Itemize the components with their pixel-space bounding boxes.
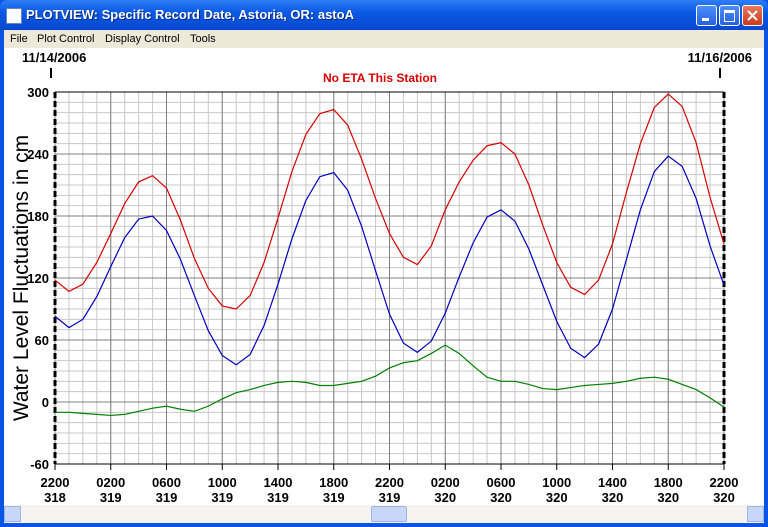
close-button[interactable] bbox=[742, 5, 763, 26]
y-tick-label: -60 bbox=[30, 457, 49, 472]
x-tick-sublabel: 318 bbox=[44, 490, 66, 505]
series-line bbox=[54, 155, 725, 366]
x-tick-sublabel: 320 bbox=[434, 490, 456, 505]
y-tick-label: 240 bbox=[27, 147, 49, 162]
x-tick-label: 1000 bbox=[542, 475, 571, 490]
close-icon bbox=[747, 10, 758, 21]
x-tick-sublabel: 319 bbox=[323, 490, 345, 505]
annotation: No ETA This Station bbox=[323, 71, 437, 85]
x-tick-label: 0600 bbox=[487, 475, 516, 490]
y-tick-label: 60 bbox=[35, 333, 49, 348]
minimize-button[interactable] bbox=[696, 5, 717, 26]
menu-bar: File Plot Control Display Control Tools bbox=[4, 30, 764, 48]
scroll-left[interactable] bbox=[4, 506, 21, 522]
x-tick-label: 1000 bbox=[208, 475, 237, 490]
x-tick-sublabel: 320 bbox=[713, 490, 735, 505]
x-tick-sublabel: 319 bbox=[156, 490, 178, 505]
x-tick-label: 1400 bbox=[598, 475, 627, 490]
x-tick-label: 2200 bbox=[375, 475, 404, 490]
x-tick-sublabel: 320 bbox=[546, 490, 568, 505]
x-tick-label: 2200 bbox=[710, 475, 739, 490]
plot-pane: 11/14/2006 11/16/2006 No ETA This Statio… bbox=[4, 48, 764, 505]
menu-item[interactable]: File bbox=[10, 33, 28, 45]
x-tick-label: 0600 bbox=[152, 475, 181, 490]
series-line bbox=[54, 93, 725, 310]
maximize-button[interactable] bbox=[719, 5, 740, 26]
y-tick-label: 120 bbox=[27, 271, 49, 286]
x-tick-label: 0200 bbox=[431, 475, 460, 490]
end-date: 11/16/2006 bbox=[688, 50, 752, 65]
x-tick-sublabel: 319 bbox=[267, 490, 289, 505]
x-tick-sublabel: 319 bbox=[379, 490, 401, 505]
y-tick-label: 180 bbox=[27, 209, 49, 224]
series-line bbox=[55, 344, 725, 417]
menu-item[interactable]: Display Control bbox=[105, 33, 180, 45]
y-tick-label: 0 bbox=[42, 395, 49, 410]
x-tick-label: 0200 bbox=[96, 475, 125, 490]
chart: 11/14/2006 11/16/2006 No ETA This Statio… bbox=[10, 50, 752, 505]
x-tick-label: 2200 bbox=[41, 475, 70, 490]
menu-item[interactable]: Tools bbox=[190, 33, 216, 45]
menu-item[interactable]: Plot Control bbox=[37, 33, 95, 45]
y-axis-label: Water Level Fluctuations in cm bbox=[10, 135, 33, 421]
scroll-right[interactable] bbox=[747, 506, 764, 522]
y-tick-label: 300 bbox=[27, 85, 49, 100]
x-tick-sublabel: 319 bbox=[211, 490, 233, 505]
x-tick-sublabel: 319 bbox=[100, 490, 122, 505]
x-tick-sublabel: 320 bbox=[490, 490, 512, 505]
window-title: PLOTVIEW: Specific Record Date, Astoria,… bbox=[26, 7, 354, 22]
app-icon bbox=[6, 8, 22, 24]
x-tick-label: 1800 bbox=[319, 475, 348, 490]
horizontal-scrollbar[interactable] bbox=[4, 505, 764, 523]
x-tick-label: 1800 bbox=[654, 475, 683, 490]
x-tick-sublabel: 320 bbox=[657, 490, 679, 505]
title-bar: PLOTVIEW: Specific Record Date, Astoria,… bbox=[0, 0, 768, 30]
scroll-thumb[interactable] bbox=[371, 506, 407, 522]
start-date: 11/14/2006 bbox=[22, 50, 86, 65]
x-tick-sublabel: 320 bbox=[602, 490, 624, 505]
x-tick-label: 1400 bbox=[264, 475, 293, 490]
